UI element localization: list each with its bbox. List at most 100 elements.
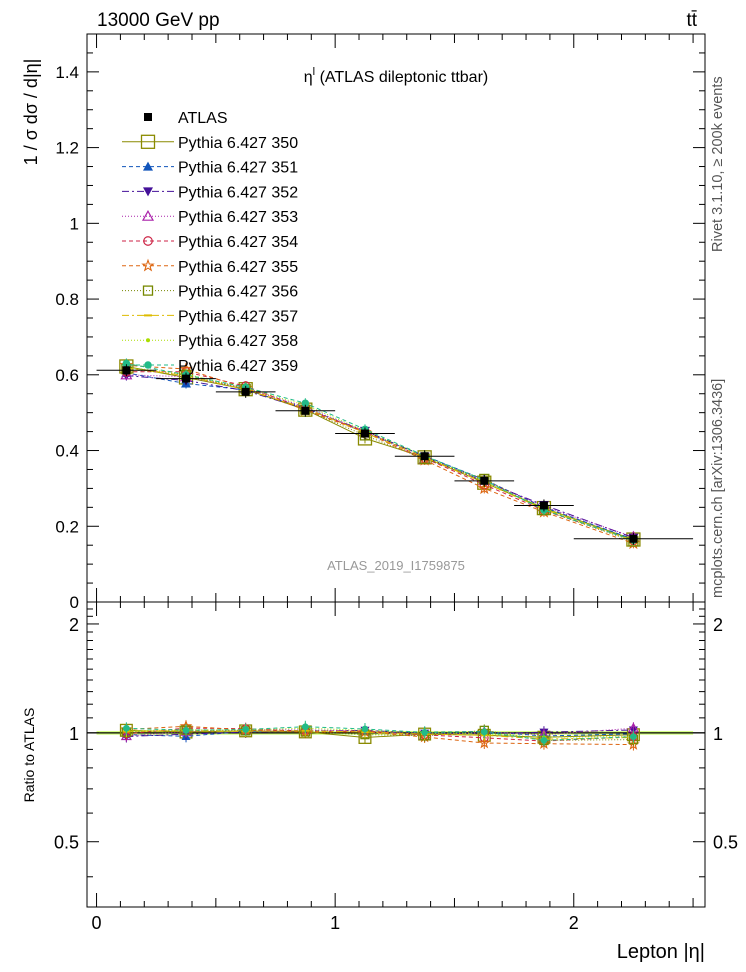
ratio-series-layer [119, 719, 640, 751]
y-tick-label: 1.4 [55, 63, 79, 82]
legend-label: Pythia 6.427 359 [178, 358, 298, 375]
series-point [141, 209, 155, 221]
series-line [126, 371, 634, 541]
series-point [144, 314, 152, 317]
legend: ATLAS Pythia 6.427 350 Pythia 6.427 351 Pyt… [122, 110, 298, 375]
ratio-y-axis-title: Ratio to ATLAS [21, 708, 37, 803]
axes: 0 0.2 0.4 0.6 0.8 1 1.2 1.4 0 1 2 0.5 0.5 1 1 2 2 [54, 33, 738, 933]
legend-entry: Pythia 6.427 352 [122, 184, 298, 201]
legend-label: Pythia 6.427 353 [178, 209, 298, 226]
series-point [143, 161, 153, 171]
legend-label: Pythia 6.427 356 [178, 284, 298, 301]
analysis-watermark: ATLAS_2019_I1759875 [327, 558, 465, 573]
series-point [301, 399, 310, 407]
legend-label: Pythia 6.427 358 [178, 333, 298, 350]
series-9 [124, 362, 636, 546]
series-point [540, 737, 548, 744]
series-line [126, 364, 634, 544]
ratio-series-10 [122, 720, 637, 747]
series-point [146, 338, 150, 343]
mcplots-label: mcplots.cern.ch [arXiv:1306.3436] [710, 379, 726, 598]
series-point [478, 736, 491, 749]
series-point [141, 258, 155, 272]
legend-entry: Pythia 6.427 351 [122, 160, 298, 177]
ratio-frame [86, 601, 706, 908]
data-point [360, 429, 369, 438]
series-6 [119, 358, 641, 550]
y-tick-label: 0.2 [55, 517, 79, 536]
x-tick-label: 1 [330, 913, 340, 933]
y-tick-label: 0.4 [55, 442, 79, 461]
y-axis-title: 1 / σ dσ / d|η| [21, 59, 41, 166]
series-line [126, 362, 634, 541]
data-point [122, 366, 131, 375]
legend-label: Pythia 6.427 355 [178, 259, 298, 276]
legend-entry: Pythia 6.427 353 [122, 209, 298, 226]
series-line [126, 366, 634, 540]
y-tick-label: 0 [70, 593, 79, 612]
main-series-layer [96, 358, 694, 550]
plot-title-rest: (ATLAS dileptonic ttbar) [315, 69, 488, 86]
x-tick-label: 2 [569, 913, 579, 933]
series-7 [121, 363, 639, 547]
ratio-tick-label-right: 1 [713, 724, 723, 744]
series-8 [122, 362, 638, 546]
x-tick-label: 0 [92, 913, 102, 933]
y-tick-label: 1 [70, 214, 79, 233]
x-axis-title: Lepton |η| [617, 941, 705, 963]
legend-entry: ATLAS [144, 110, 228, 127]
legend-label: Pythia 6.427 354 [178, 234, 298, 251]
series-point [242, 726, 250, 733]
legend-entry: Pythia 6.427 354 [122, 234, 298, 251]
series-point [301, 723, 309, 731]
series-point [122, 724, 130, 732]
legend-label: Pythia 6.427 351 [178, 160, 298, 177]
energy-label: 13000 GeV pp [97, 10, 220, 31]
plot-title-main: η [304, 69, 313, 86]
ratio-series-line [126, 725, 634, 746]
atlas-data [96, 364, 694, 545]
plot-title: ηl (ATLAS dileptonic ttbar) [304, 66, 488, 86]
series-point [144, 361, 152, 369]
data-point [539, 501, 548, 510]
ratio-tick-label: 1 [69, 724, 79, 744]
series-point [630, 733, 637, 741]
data-point [182, 374, 191, 383]
series-point [480, 728, 488, 736]
legend-entry: Pythia 6.427 359 [122, 358, 298, 375]
ratio-tick-label-right: 2 [713, 615, 723, 635]
legend-entry: Pythia 6.427 358 [122, 333, 298, 350]
legend-label: Pythia 6.427 352 [178, 184, 298, 201]
legend-entry: Pythia 6.427 357 [122, 308, 298, 325]
process-label: tt̄ [686, 10, 697, 31]
series-point [477, 481, 492, 495]
data-point [629, 534, 638, 543]
legend-entry: Pythia 6.427 350 [122, 134, 298, 152]
series-point [421, 729, 429, 736]
y-tick-label: 1.2 [55, 139, 79, 158]
rivet-label: Rivet 3.1.10, ≥ 200k events [710, 76, 726, 252]
ratio-tick-label: 0.5 [54, 833, 79, 853]
data-point [144, 113, 152, 121]
y-tick-label: 0.8 [55, 290, 79, 309]
legend-entry: Pythia 6.427 355 [122, 258, 298, 276]
legend-label: Pythia 6.427 357 [178, 308, 298, 325]
series-point [143, 236, 153, 246]
data-point [241, 387, 250, 396]
series-point [143, 187, 153, 197]
series-line [126, 366, 634, 541]
series-5 [121, 366, 639, 546]
plot-title-sup: l [313, 66, 315, 78]
series-point [120, 368, 133, 380]
ratio-series-line [126, 729, 634, 737]
y-tick-label: 0.6 [55, 366, 79, 385]
legend-label: Pythia 6.427 350 [178, 135, 298, 152]
series-point [142, 285, 154, 296]
data-point [480, 476, 489, 485]
series-3 [121, 370, 639, 543]
data-point [301, 406, 310, 415]
ratio-tick-label: 2 [69, 615, 79, 635]
series-point [182, 726, 190, 734]
data-point [420, 452, 429, 461]
